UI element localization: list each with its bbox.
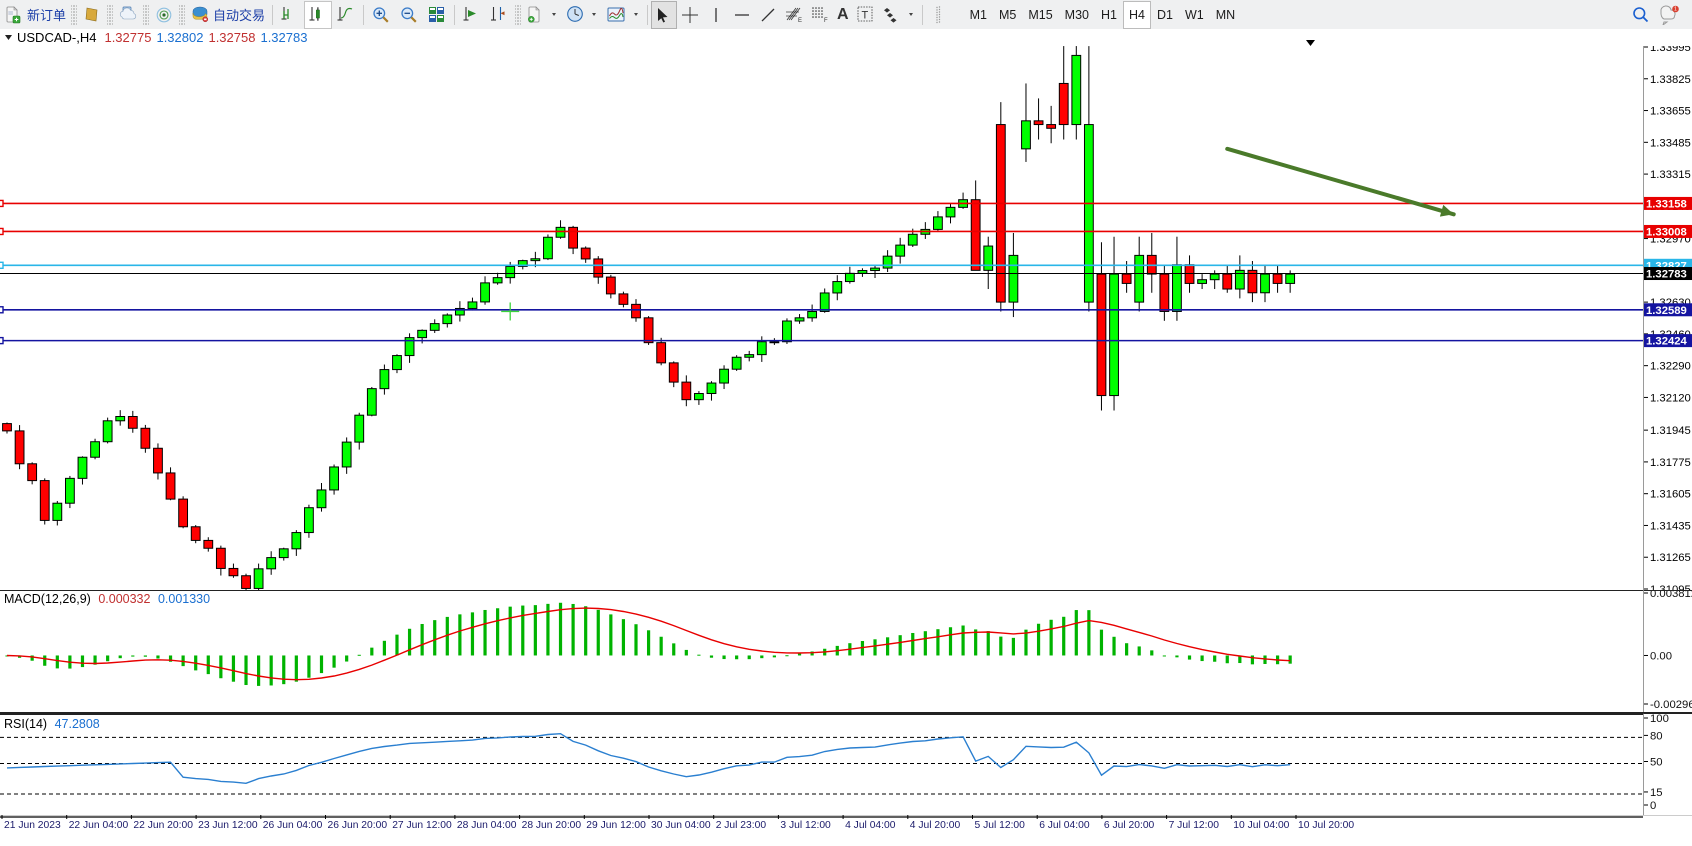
svg-text:0: 0 <box>1650 800 1656 812</box>
svg-text:T: T <box>861 9 868 21</box>
svg-text:21 Jun 2023: 21 Jun 2023 <box>4 820 61 831</box>
svg-text:1.33825: 1.33825 <box>1650 74 1691 86</box>
svg-text:1.32290: 1.32290 <box>1650 361 1691 373</box>
svg-text:E: E <box>798 18 802 24</box>
svg-text:1.31945: 1.31945 <box>1650 425 1691 437</box>
svg-text:1.32424: 1.32424 <box>1646 336 1688 348</box>
svg-text:27 Jun 12:00: 27 Jun 12:00 <box>392 820 452 831</box>
svg-text:7 Jul 12:00: 7 Jul 12:00 <box>1169 820 1220 831</box>
svg-text:1: 1 <box>1674 6 1677 12</box>
svg-text:1.31435: 1.31435 <box>1650 520 1691 532</box>
svg-text:6 Jul 20:00: 6 Jul 20:00 <box>1104 820 1155 831</box>
svg-text:-0.002961: -0.002961 <box>1650 699 1692 711</box>
svg-text:0.003812: 0.003812 <box>1650 591 1692 600</box>
svg-text:22 Jun 20:00: 22 Jun 20:00 <box>133 820 193 831</box>
svg-text:28 Jun 20:00: 28 Jun 20:00 <box>522 820 582 831</box>
svg-text:3 Jul 12:00: 3 Jul 12:00 <box>780 820 831 831</box>
svg-text:1.31775: 1.31775 <box>1650 457 1691 469</box>
svg-text:1.32120: 1.32120 <box>1650 392 1691 404</box>
svg-text:100: 100 <box>1650 714 1669 725</box>
svg-text:1.31265: 1.31265 <box>1650 552 1691 564</box>
svg-text:26 Jun 04:00: 26 Jun 04:00 <box>263 820 323 831</box>
svg-text:1.31605: 1.31605 <box>1650 489 1691 501</box>
svg-text:1.33315: 1.33315 <box>1650 169 1691 181</box>
svg-text:30 Jun 04:00: 30 Jun 04:00 <box>651 820 711 831</box>
svg-text:4 Jul 04:00: 4 Jul 04:00 <box>845 820 896 831</box>
svg-text:1.32589: 1.32589 <box>1646 305 1687 317</box>
svg-text:10 Jul 04:00: 10 Jul 04:00 <box>1233 820 1289 831</box>
svg-text:1.32783: 1.32783 <box>1646 269 1687 281</box>
svg-text:22 Jun 04:00: 22 Jun 04:00 <box>69 820 129 831</box>
svg-text:2 Jul 23:00: 2 Jul 23:00 <box>716 820 767 831</box>
svg-text:1.33008: 1.33008 <box>1646 226 1687 238</box>
svg-text:6 Jul 04:00: 6 Jul 04:00 <box>1039 820 1090 831</box>
svg-text:1.33655: 1.33655 <box>1650 106 1691 118</box>
svg-text:10 Jul 20:00: 10 Jul 20:00 <box>1298 820 1354 831</box>
svg-text:5 Jul 12:00: 5 Jul 12:00 <box>975 820 1026 831</box>
svg-text:15: 15 <box>1650 787 1663 799</box>
svg-text:1.33158: 1.33158 <box>1646 198 1687 210</box>
svg-text:F: F <box>824 18 828 24</box>
svg-text:1.31095: 1.31095 <box>1650 584 1691 590</box>
svg-text:26 Jun 20:00: 26 Jun 20:00 <box>328 820 388 831</box>
svg-text:0.00: 0.00 <box>1650 650 1672 662</box>
svg-text:50: 50 <box>1650 757 1663 769</box>
svg-text:28 Jun 04:00: 28 Jun 04:00 <box>457 820 517 831</box>
svg-text:1.33485: 1.33485 <box>1650 137 1691 149</box>
svg-text:23 Jun 12:00: 23 Jun 12:00 <box>198 820 258 831</box>
svg-text:1.33995: 1.33995 <box>1650 46 1691 54</box>
svg-text:4 Jul 20:00: 4 Jul 20:00 <box>910 820 961 831</box>
svg-text:80: 80 <box>1650 730 1663 742</box>
svg-text:29 Jun 12:00: 29 Jun 12:00 <box>586 820 646 831</box>
